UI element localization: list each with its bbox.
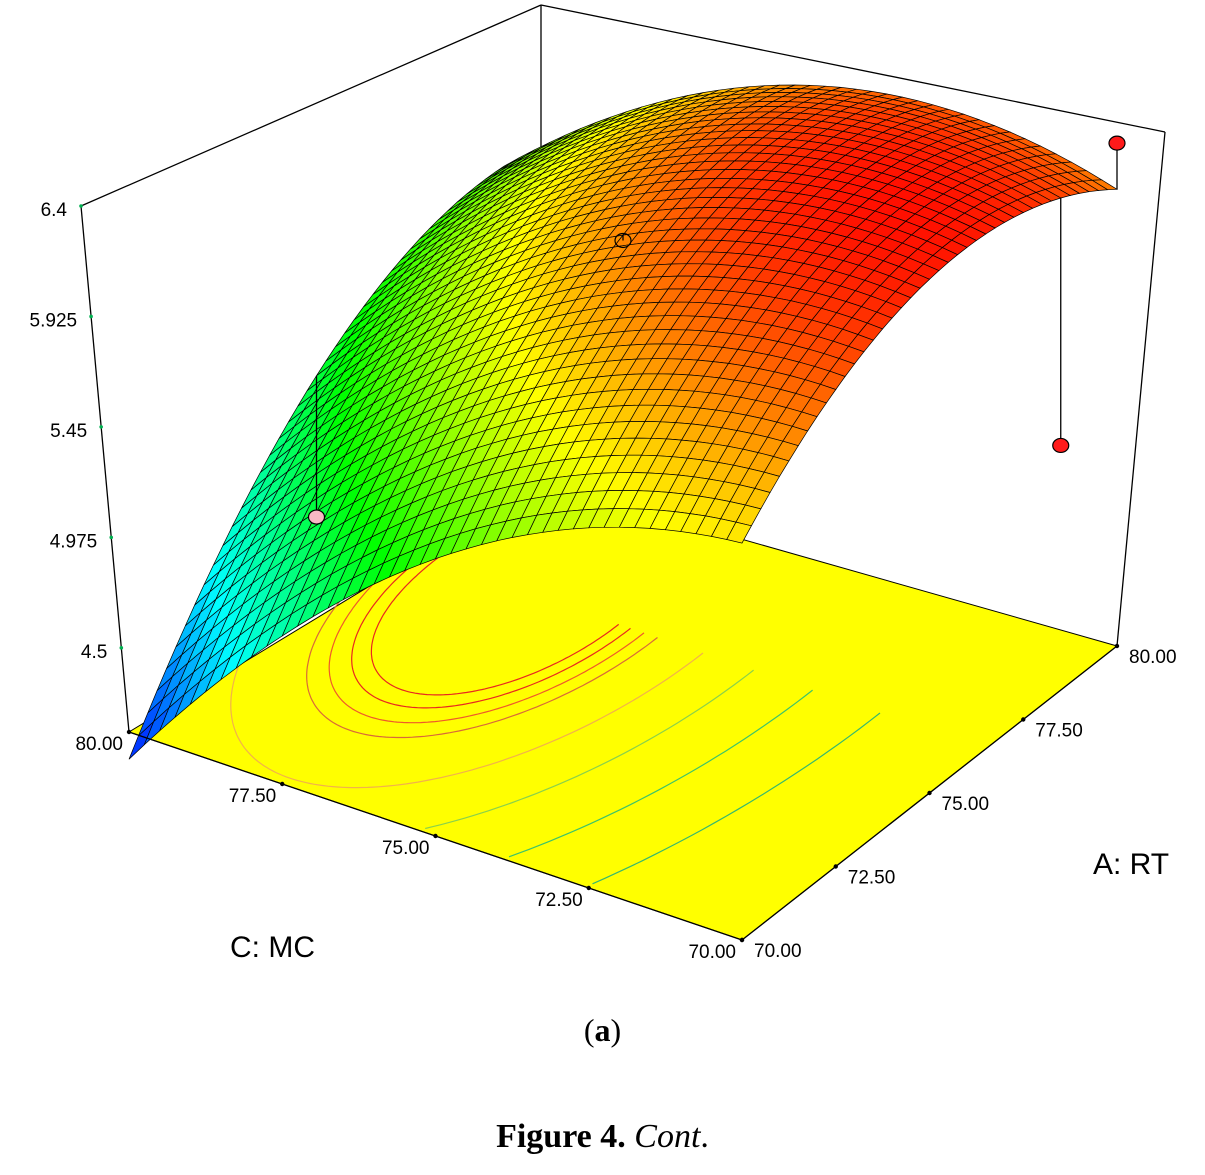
a-tick-label: 75.00: [942, 794, 990, 815]
z-tick: [109, 535, 114, 540]
z-tick-label: 5.925: [30, 310, 78, 331]
box-edge: [80, 4, 542, 207]
a-tick: [739, 937, 745, 943]
z-tick-label: 4.975: [50, 531, 98, 552]
z-tick-label: 6.4: [41, 200, 68, 221]
c-tick: [433, 833, 438, 839]
design-point: [614, 232, 632, 249]
z-tick: [79, 204, 83, 208]
a-tick: [1114, 643, 1120, 649]
design-point: [1052, 437, 1070, 454]
c-tick-label: 77.50: [229, 786, 277, 807]
box-edge: [80, 205, 130, 733]
figure-label: Figure 4.: [496, 1118, 626, 1155]
c-tick: [280, 781, 285, 787]
x-axis-label: A: RT: [1093, 848, 1169, 881]
contour-line: [592, 712, 881, 885]
c-tick-label: 72.50: [535, 890, 583, 911]
c-tick-label: 75.00: [382, 838, 430, 859]
axis-ticks: 4.5 4.975 5.45 5.925 6.4 80.00 77.50 75.00 72.50…: [30, 200, 1177, 963]
c-tick: [126, 729, 132, 735]
z-tick: [89, 314, 93, 319]
response-surface: [128, 84, 1119, 760]
a-tick: [833, 864, 838, 869]
figure-text: Cont: [634, 1118, 701, 1155]
figure-caption: Figure 4. Cont.: [496, 1118, 709, 1155]
c-tick: [586, 885, 591, 891]
contour-line: [508, 689, 813, 858]
response-surface-chart: 4.5 4.975 5.45 5.925 6.4 80.00 77.50 75.00 72.50…: [30, 4, 1177, 964]
a-tick-label: 77.50: [1035, 721, 1083, 742]
y-axis-label: C: MC: [230, 931, 315, 964]
design-points: [307, 135, 1126, 525]
c-tick-label: 80.00: [75, 734, 123, 755]
a-tick-label: 72.50: [848, 868, 896, 889]
c-tick-label: 70.00: [688, 942, 736, 963]
design-point: [1108, 135, 1126, 151]
surface-cell: [726, 521, 752, 544]
z-tick: [99, 425, 103, 429]
a-tick: [1021, 717, 1026, 722]
z-tick: [119, 646, 124, 650]
subfigure-caption: (a): [583, 1012, 622, 1048]
a-tick-label: 70.00: [754, 941, 802, 962]
design-point: [307, 509, 326, 525]
axis-labels: A: RT C: MC: [230, 848, 1169, 964]
box-edge: [540, 4, 1166, 133]
box-edge: [1116, 131, 1166, 647]
z-tick-label: 5.45: [50, 421, 87, 442]
a-tick-label: 80.00: [1129, 647, 1177, 668]
a-tick: [927, 790, 932, 796]
z-tick-label: 4.5: [81, 642, 107, 663]
